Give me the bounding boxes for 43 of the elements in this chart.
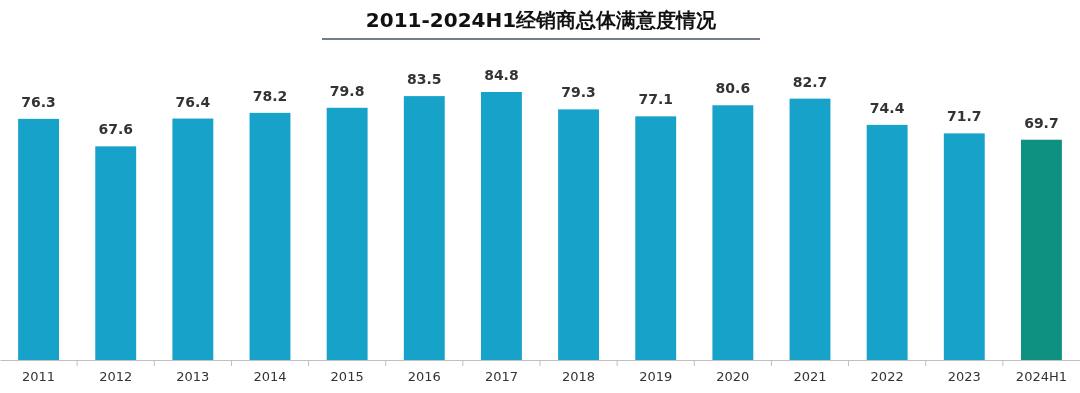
bar xyxy=(480,92,522,360)
data-label: 83.5 xyxy=(407,71,442,88)
x-tick-label: 2024H1 xyxy=(1015,369,1067,385)
bar xyxy=(18,118,60,360)
x-tick-label: 2012 xyxy=(99,369,133,385)
data-label: 76.3 xyxy=(21,93,56,110)
x-tick-label: 2018 xyxy=(562,369,596,385)
data-label: 71.7 xyxy=(947,108,982,125)
x-tick-label: 2017 xyxy=(484,369,518,385)
bar xyxy=(712,105,754,360)
bar xyxy=(635,116,677,360)
data-label: 80.6 xyxy=(715,80,751,97)
x-tick-label: 2014 xyxy=(253,369,287,385)
bar xyxy=(95,146,137,360)
x-tick-label: 2011 xyxy=(22,369,56,385)
bar xyxy=(249,112,291,360)
data-label: 69.7 xyxy=(1024,114,1059,131)
bar xyxy=(1020,139,1062,360)
chart-title: 2011-2024H1经销商总体满意度情况 xyxy=(365,8,718,32)
x-tick-label: 2022 xyxy=(870,369,904,385)
bar xyxy=(943,133,985,360)
data-label: 84.8 xyxy=(484,67,519,83)
bar xyxy=(558,109,600,360)
bar xyxy=(789,98,831,360)
x-tick-label: 2015 xyxy=(330,369,364,385)
x-tick-label: 2021 xyxy=(793,369,827,385)
data-label: 79.8 xyxy=(329,82,365,99)
x-tick-label: 2020 xyxy=(716,369,750,385)
x-tick-label: 2016 xyxy=(407,369,441,385)
bar xyxy=(326,107,368,360)
x-tick-label: 2023 xyxy=(947,369,981,385)
data-label: 79.3 xyxy=(561,84,596,101)
bar xyxy=(403,96,445,360)
data-label: 74.4 xyxy=(869,99,905,116)
x-tick-label: 2013 xyxy=(176,369,210,385)
data-label: 77.1 xyxy=(638,91,673,108)
bar xyxy=(172,118,214,360)
bar xyxy=(866,124,908,360)
data-label: 82.7 xyxy=(792,73,828,90)
data-label: 76.4 xyxy=(175,93,211,110)
data-label: 67.6 xyxy=(98,121,133,138)
data-label: 78.2 xyxy=(252,87,288,104)
x-tick-label: 2019 xyxy=(639,369,673,385)
